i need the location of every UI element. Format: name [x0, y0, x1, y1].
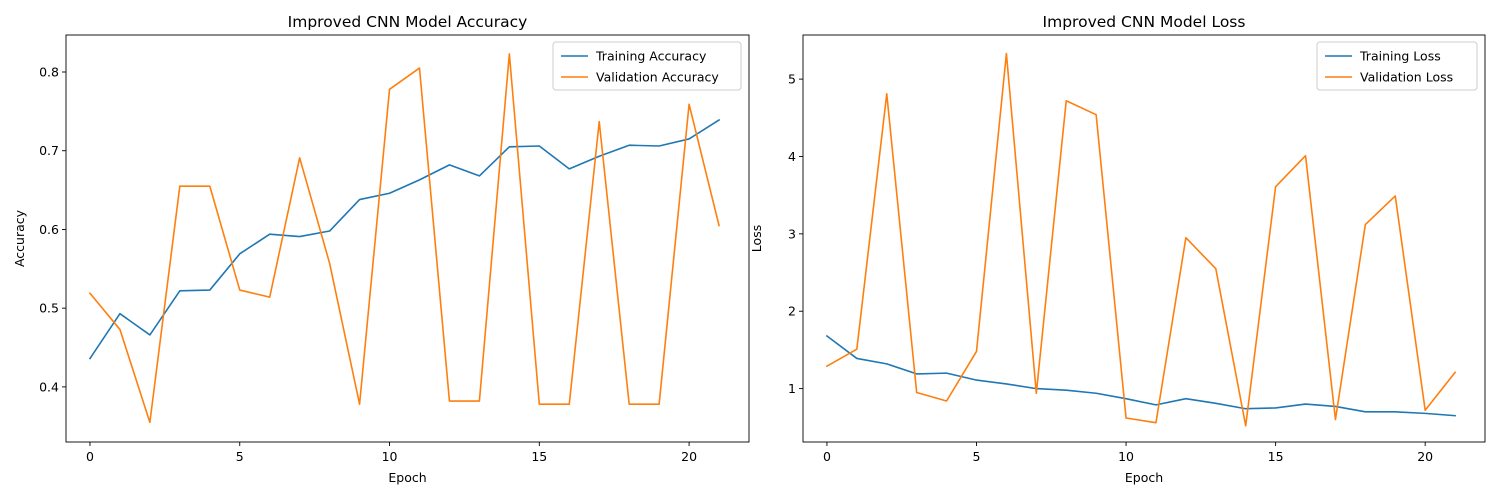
x-tick-label: 0 [86, 449, 94, 464]
x-tick-label: 0 [823, 449, 831, 464]
x-tick-label: 10 [382, 449, 398, 464]
legend-box [1316, 41, 1478, 91]
y-tick-label: 3 [788, 226, 796, 241]
chart-panel-loss: Improved CNN Model Loss 0 5 10 15 20 1 2 3 4 5 Epoc… [749, 13, 1486, 485]
chart-title: Improved CNN Model Loss [1043, 13, 1246, 31]
y-tick-label: 0.8 [39, 65, 59, 80]
y-axis-label: Accuracy [12, 209, 27, 267]
chart-title: Improved CNN Model Accuracy [288, 13, 528, 31]
x-tick-label: 20 [681, 449, 697, 464]
x-tick-label: 5 [236, 449, 244, 464]
axes-frame [802, 34, 1486, 443]
y-tick-label: 5 [788, 72, 796, 87]
x-tick-label: 15 [531, 449, 547, 464]
y-tick-label: 1 [788, 381, 796, 396]
y-tick-label: 0.7 [39, 143, 59, 158]
series-line-training-accuracy [88, 118, 721, 360]
y-axis-label: Loss [749, 225, 764, 252]
y-tick-label: 0.6 [39, 222, 59, 237]
series-line-validation-accuracy [88, 53, 721, 424]
legend-label: Validation Accuracy [596, 70, 719, 85]
x-axis-label: Epoch [1125, 470, 1163, 485]
x-tick-label: 10 [1118, 449, 1134, 464]
series-line-validation-loss [825, 52, 1457, 427]
y-tick-label: 0.5 [39, 301, 59, 316]
chart-panel-accuracy: Improved CNN Model Accuracy 0 5 10 15 20 0.4 0.… [12, 13, 750, 485]
legend-label: Training Loss [1359, 49, 1441, 64]
legend-label: Training Accuracy [595, 49, 707, 64]
y-tick-label: 4 [788, 149, 796, 164]
y-tick-label: 2 [788, 304, 796, 319]
x-tick-label: 20 [1417, 449, 1433, 464]
x-tick-label: 15 [1268, 449, 1284, 464]
legend: Training Loss Validation Loss [1316, 41, 1478, 91]
legend-label: Validation Loss [1360, 70, 1453, 85]
legend: Training Accuracy Validation Accuracy [552, 41, 742, 91]
series-line-training-loss [825, 334, 1456, 417]
x-tick-label: 5 [973, 449, 981, 464]
legend-box [552, 41, 742, 91]
axes-frame [65, 34, 750, 443]
y-tick-label: 0.4 [39, 379, 59, 394]
x-axis-label: Epoch [388, 470, 426, 485]
